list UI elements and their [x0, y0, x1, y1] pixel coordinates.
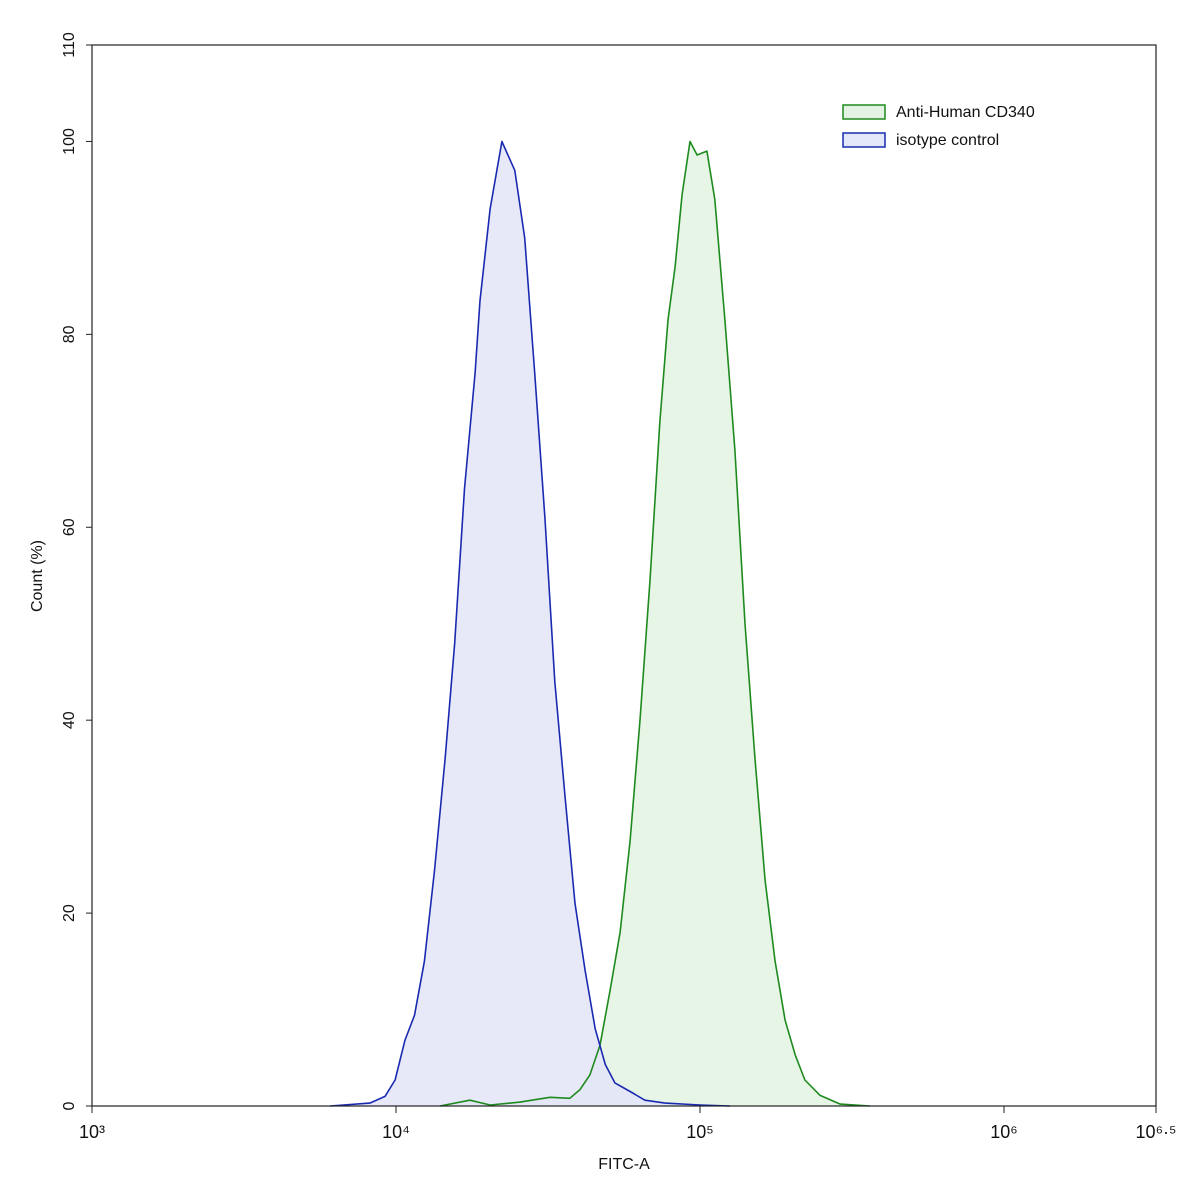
series-area [330, 141, 731, 1106]
x-tick-label: 10⁵ [686, 1122, 713, 1142]
series-line [330, 140, 731, 1107]
x-axis-label: FITC-A [598, 1156, 650, 1173]
series-line [439, 140, 870, 1107]
x-tick-label: 10⁴ [382, 1122, 410, 1142]
y-tick-label: 110 [61, 32, 78, 58]
legend-label: isotype control [896, 132, 999, 149]
y-tick-label: 20 [61, 904, 78, 922]
x-tick-label: 10³ [79, 1122, 105, 1142]
y-tick-label: 40 [61, 711, 78, 729]
y-tick-label: 0 [61, 1101, 78, 1110]
y-tick-label: 100 [61, 128, 78, 155]
y-axis-label: Count (%) [29, 540, 46, 612]
legend-swatch [842, 132, 886, 148]
plot-frame [91, 44, 1157, 1107]
series-area [440, 141, 870, 1106]
x-tick-label: 10⁶ [990, 1122, 1017, 1142]
x-tick-label: 10⁶·⁵ [1136, 1122, 1177, 1142]
legend-swatch [842, 104, 886, 120]
y-tick-label: 80 [61, 325, 78, 343]
y-tick-label: 60 [61, 518, 78, 536]
legend-label: Anti-Human CD340 [896, 104, 1035, 121]
